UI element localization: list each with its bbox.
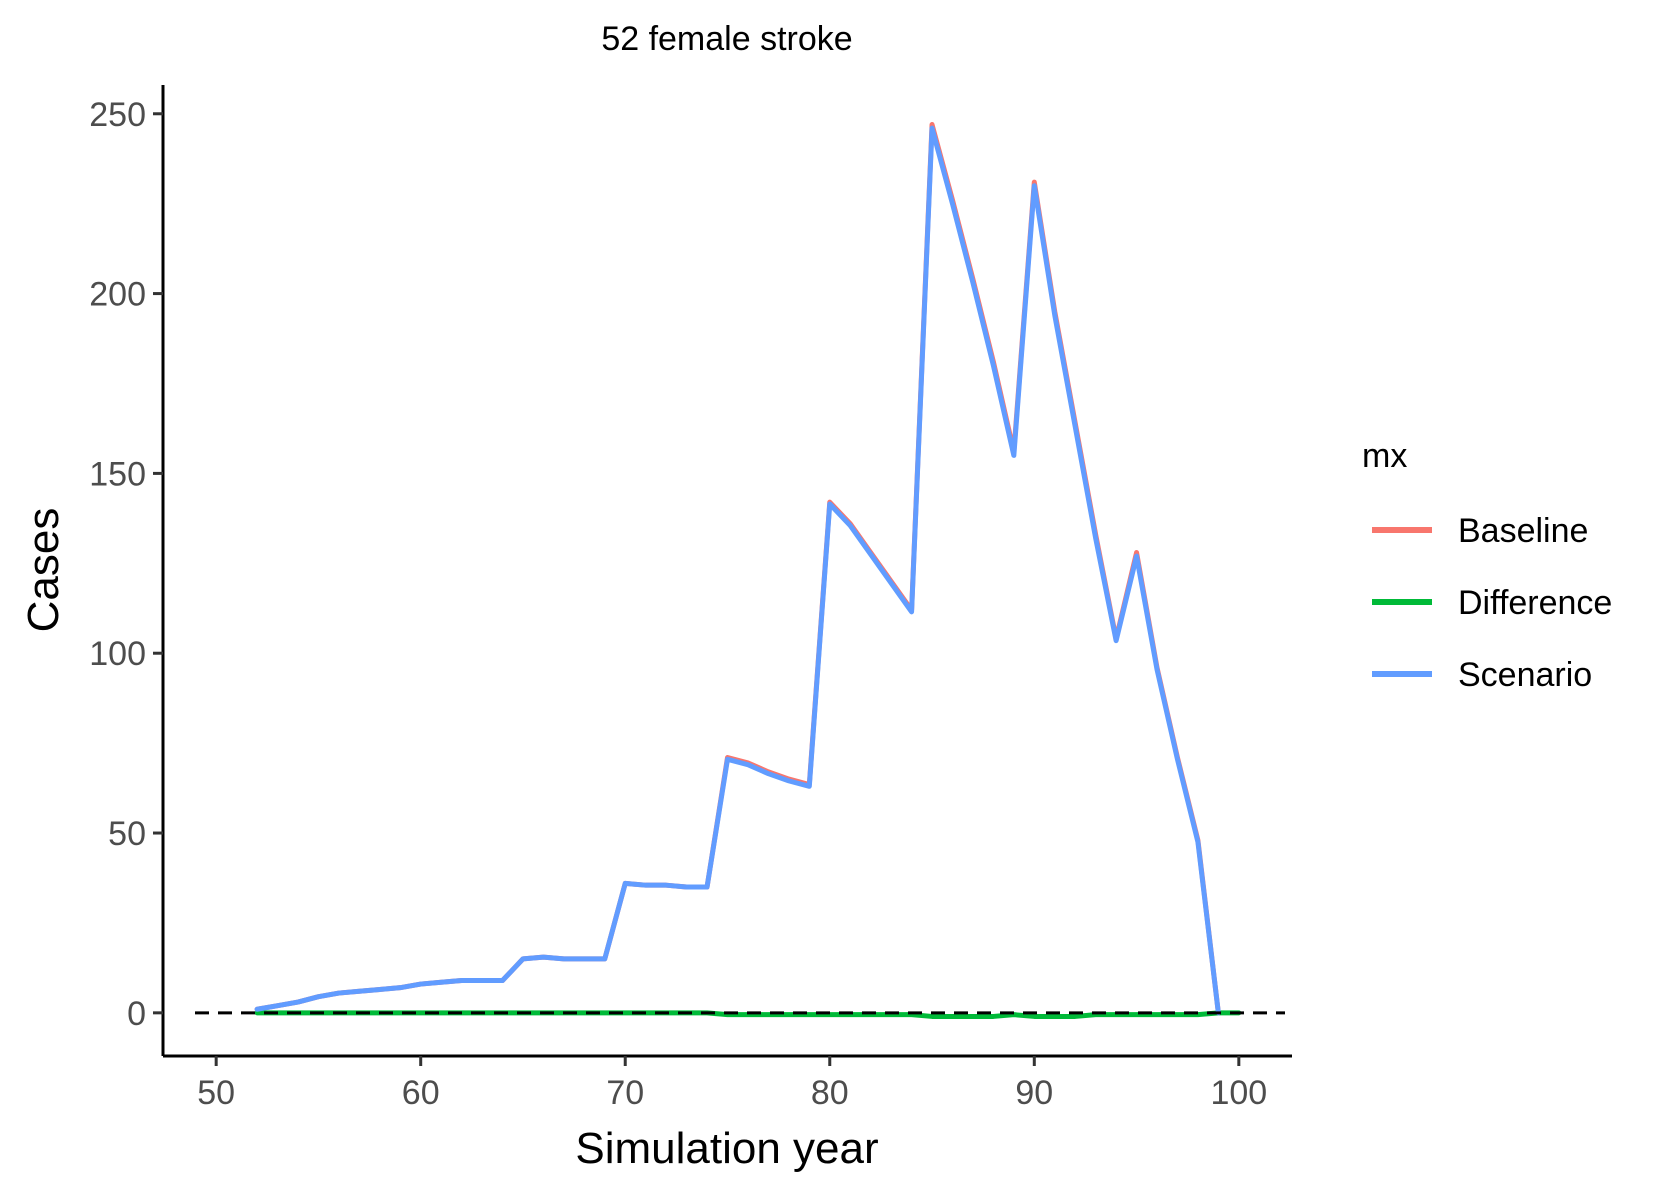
y-tick-label: 50 (108, 815, 146, 853)
y-tick-label: 0 (127, 995, 146, 1033)
legend-label-difference: Difference (1458, 584, 1612, 622)
series-line-baseline (254, 122, 1221, 1016)
x-tick-label: 100 (1210, 1074, 1267, 1112)
legend: mx Baseline Difference Scenario (1362, 437, 1612, 694)
legend-label-baseline: Baseline (1458, 512, 1588, 550)
x-axis-ticks: 50 60 70 80 90 100 (197, 1056, 1267, 1112)
x-tick-label: 90 (1015, 1074, 1053, 1112)
x-tick-label: 60 (402, 1074, 440, 1112)
legend-title: mx (1362, 437, 1407, 475)
y-tick-label: 150 (89, 455, 146, 493)
chart-title: 52 female stroke (601, 20, 852, 58)
x-tick-label: 80 (811, 1074, 849, 1112)
series-line-difference (254, 1010, 1242, 1019)
legend-label-scenario: Scenario (1458, 656, 1592, 694)
series-line-scenario (254, 125, 1221, 1016)
x-axis-title: Simulation year (575, 1124, 878, 1173)
y-tick-label: 200 (89, 276, 146, 314)
x-tick-label: 70 (606, 1074, 644, 1112)
plot-area (195, 122, 1285, 1019)
x-tick-label: 50 (197, 1074, 235, 1112)
y-axis-ticks: 0 50 100 150 200 250 (89, 96, 163, 1033)
y-tick-label: 250 (89, 96, 146, 134)
y-axis-title: Cases (19, 508, 68, 633)
y-tick-label: 100 (89, 635, 146, 673)
